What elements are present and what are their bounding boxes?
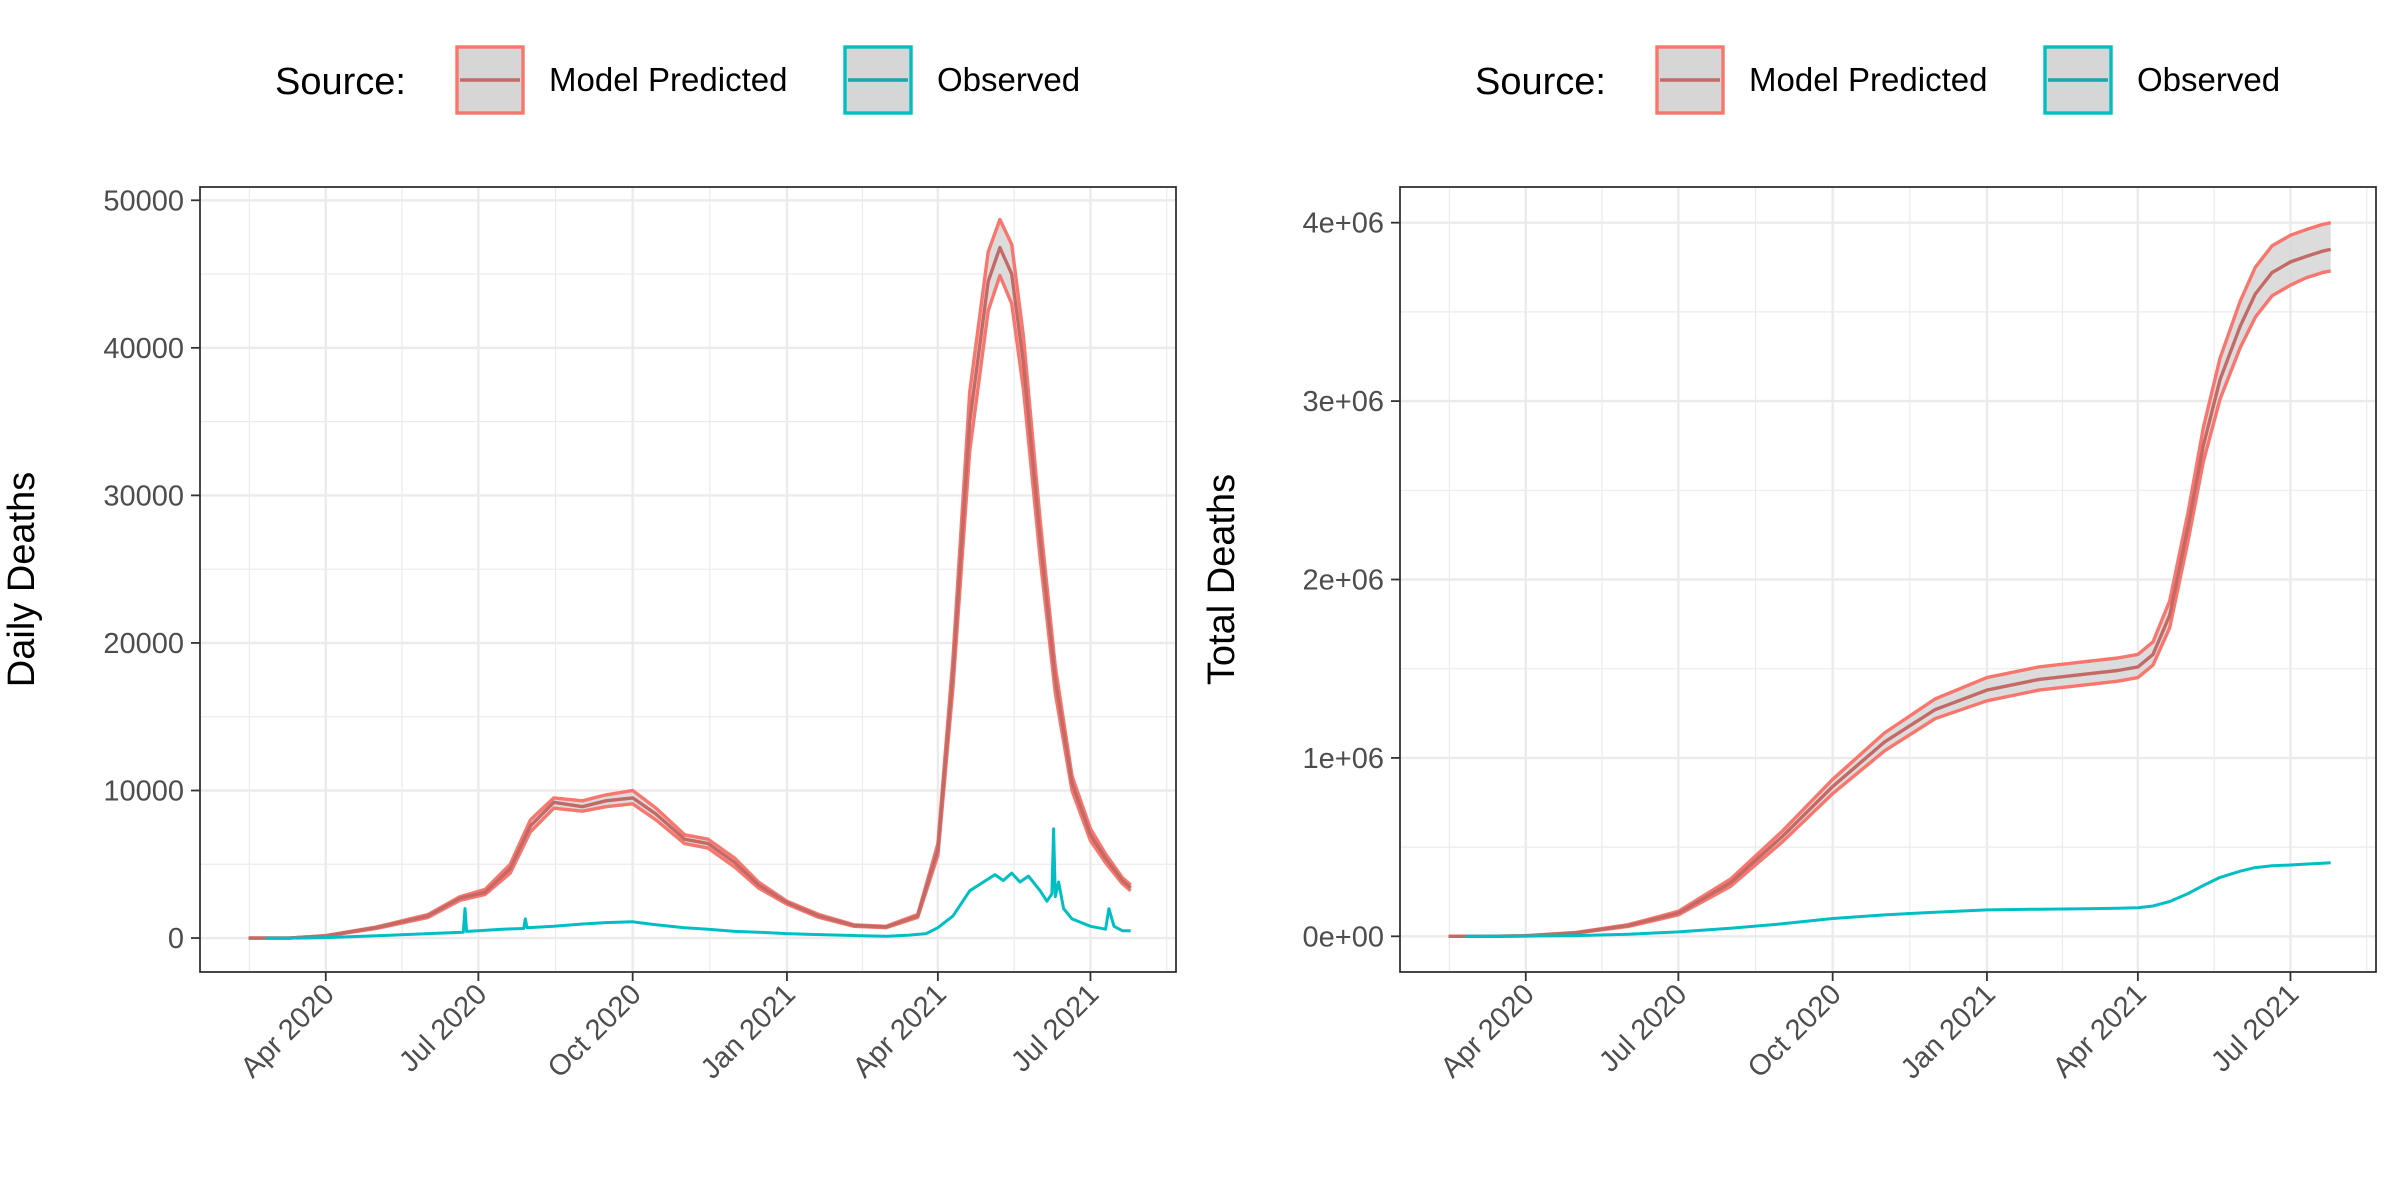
x-tick-label: Apr 2020 — [235, 978, 341, 1084]
x-tick-label: Jan 2021 — [1895, 978, 2002, 1085]
x-tick-label: Jan 2021 — [695, 978, 802, 1085]
data-layer — [248, 217, 1132, 940]
y-tick-label: 30000 — [103, 480, 184, 512]
legend-title: Source: — [275, 61, 406, 103]
y-tick-label: 40000 — [103, 333, 184, 365]
line-observed — [265, 827, 1131, 940]
data-layer — [1448, 221, 2332, 938]
x-tick-label: Jul 2021 — [2205, 978, 2305, 1078]
x-tick-label: Apr 2021 — [2047, 978, 2153, 1084]
legend-label: Model Predicted — [1749, 61, 1987, 98]
x-tick-label: Oct 2020 — [1742, 978, 1848, 1084]
line-model-mean — [248, 245, 1132, 940]
legend-label: Model Predicted — [549, 61, 787, 98]
gridlines — [1400, 187, 2376, 972]
y-tick-label: 2e+06 — [1303, 565, 1384, 597]
y-tick-label: 20000 — [103, 628, 184, 660]
y-axis-title: Total Deaths — [1201, 474, 1243, 685]
x-tick-label: Apr 2021 — [847, 978, 953, 1084]
y-tick-label: 0e+00 — [1303, 921, 1384, 953]
chart-panel-1: 0 10000 20000 30000 40000 50000 Apr 2020 Jul 20… — [1, 45, 1177, 1085]
line-observed — [1465, 861, 2331, 938]
panel-border — [199, 186, 1177, 973]
x-tick-label: Jul 2020 — [393, 978, 493, 1078]
plot-background — [200, 187, 1176, 972]
y-axis-title: Daily Deaths — [1, 472, 43, 687]
legend: Source: Model Predicted Observed — [275, 45, 1080, 115]
y-tick-label: 10000 — [103, 776, 184, 808]
y-tick-label: 50000 — [103, 185, 184, 217]
y-tick-label: 0 — [168, 923, 184, 955]
x-tick-label: Apr 2020 — [1435, 978, 1541, 1084]
line-model-mean — [1448, 247, 2332, 938]
legend-label: Observed — [2137, 61, 2280, 98]
legend-title: Source: — [1475, 61, 1606, 103]
legend: Source: Model Predicted Observed — [1475, 45, 2280, 115]
y-tick-label: 4e+06 — [1303, 208, 1384, 240]
x-tick-label: Jul 2021 — [1005, 978, 1105, 1078]
x-tick-label: Jul 2020 — [1593, 978, 1693, 1078]
y-tick-label: 1e+06 — [1303, 743, 1384, 775]
y-tick-label: 3e+06 — [1303, 386, 1384, 418]
chart-panel-2: 0e+00 1e+06 2e+06 3e+06 4e+06 Apr 2020 Jul 202… — [1201, 45, 2377, 1085]
x-tick-label: Oct 2020 — [542, 978, 648, 1084]
legend-label: Observed — [937, 61, 1080, 98]
